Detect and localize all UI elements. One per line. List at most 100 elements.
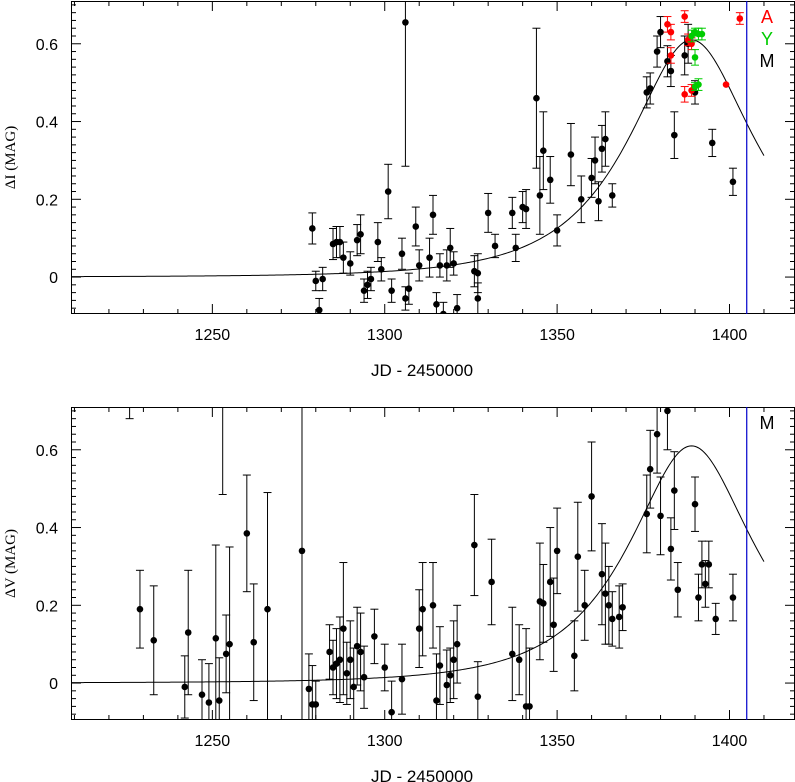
data-point [429, 211, 437, 219]
legend-label: A [761, 7, 773, 27]
data-point [353, 642, 361, 650]
y-tick-label: 0 [49, 270, 58, 287]
data-point [212, 635, 220, 642]
data-point [326, 648, 333, 656]
data-point [608, 192, 616, 199]
model-curve [71, 445, 765, 684]
data-point [619, 603, 626, 611]
data-point [698, 561, 706, 568]
data-point [426, 254, 433, 261]
data-point [309, 225, 316, 232]
data-point [667, 52, 675, 59]
data-point [681, 52, 688, 59]
data-point [681, 13, 688, 20]
data-point [591, 157, 599, 164]
data-point [440, 310, 447, 314]
delta-v-panel: 1250 1300 1350 1400 0 0.2 0.4 0.6 JD - 2450000 ΔV… [3, 407, 795, 782]
x-tick-label: 1350 [539, 327, 575, 344]
data-point [608, 615, 616, 623]
data-point [388, 287, 395, 294]
x-axis-label: JD - 2450000 [371, 361, 473, 380]
y-tick-label: 0.4 [36, 521, 58, 538]
data-point [526, 703, 533, 710]
data-point [695, 594, 702, 601]
data-point [567, 151, 575, 158]
data-point [705, 561, 713, 568]
data-point [319, 275, 326, 283]
data-point [602, 135, 609, 143]
data-point [540, 600, 547, 607]
data-point [553, 227, 561, 234]
data-point [667, 545, 675, 553]
data-point [446, 244, 454, 252]
data-point [429, 601, 437, 609]
data-point [336, 656, 344, 664]
data-point [453, 304, 461, 312]
data-point [398, 250, 406, 258]
data-point [384, 188, 392, 195]
data-point [646, 465, 654, 473]
legend-label: M [760, 51, 775, 71]
data-point [671, 131, 678, 139]
data-point [488, 578, 495, 586]
data-point [450, 260, 457, 267]
data-layer [71, 1, 765, 314]
data-point [340, 254, 347, 261]
data-point [671, 487, 678, 494]
data-point [402, 19, 409, 26]
data-point [181, 683, 189, 691]
data-point [553, 547, 561, 555]
data-point [453, 640, 461, 648]
data-point [415, 625, 423, 632]
model-curve [71, 39, 765, 278]
data-point [305, 685, 313, 693]
data-point [615, 613, 623, 621]
data-point [436, 262, 444, 269]
legend-label: Y [761, 29, 773, 49]
x-tick-label: 1400 [712, 327, 748, 344]
data-point [250, 638, 258, 646]
data-point [691, 54, 699, 61]
y-tick-label: 0.4 [36, 115, 58, 132]
data-point [433, 697, 440, 704]
data-point [402, 295, 409, 302]
data-point [533, 94, 540, 102]
data-point [681, 91, 688, 98]
y-tick-label: 0 [49, 676, 58, 693]
series-Y [687, 27, 706, 91]
data-point [443, 681, 451, 689]
data-point [415, 262, 423, 269]
data-point [708, 139, 716, 147]
data-point [474, 693, 482, 700]
data-point [412, 223, 420, 230]
data-point [298, 547, 306, 555]
data-point [367, 275, 375, 283]
y-tick-label: 0.6 [36, 443, 58, 460]
data-point [577, 195, 585, 203]
data-point [136, 605, 144, 613]
data-point [602, 590, 609, 597]
data-point [546, 176, 554, 184]
x-tick-label: 1300 [367, 327, 403, 344]
data-point [450, 656, 457, 664]
data-point [343, 670, 351, 677]
data-point [312, 277, 320, 285]
data-point [736, 15, 744, 22]
data-point [657, 512, 664, 520]
data-point [571, 652, 578, 660]
series-A [663, 10, 744, 103]
data-point [419, 605, 426, 613]
data-point [712, 615, 720, 623]
data-point [198, 691, 206, 699]
data-point [536, 192, 544, 199]
data-layer [71, 407, 765, 720]
data-point [588, 493, 595, 500]
delta-i-panel: 1250 1300 1350 1400 0 0.2 0.4 0.6 JD - 2450000 ΔI… [3, 1, 795, 380]
data-point [702, 580, 709, 588]
data-point [405, 285, 413, 293]
data-point [446, 671, 454, 679]
data-point [436, 662, 444, 669]
data-point [357, 230, 364, 238]
data-point [653, 48, 661, 55]
